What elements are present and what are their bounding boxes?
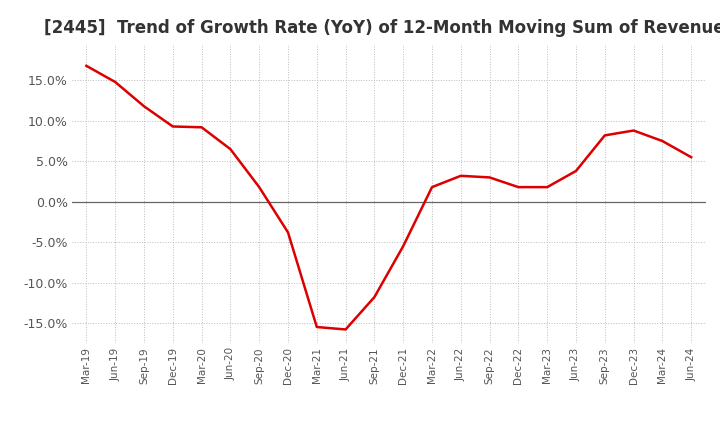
Title: [2445]  Trend of Growth Rate (YoY) of 12-Month Moving Sum of Revenues: [2445] Trend of Growth Rate (YoY) of 12-… xyxy=(43,19,720,37)
